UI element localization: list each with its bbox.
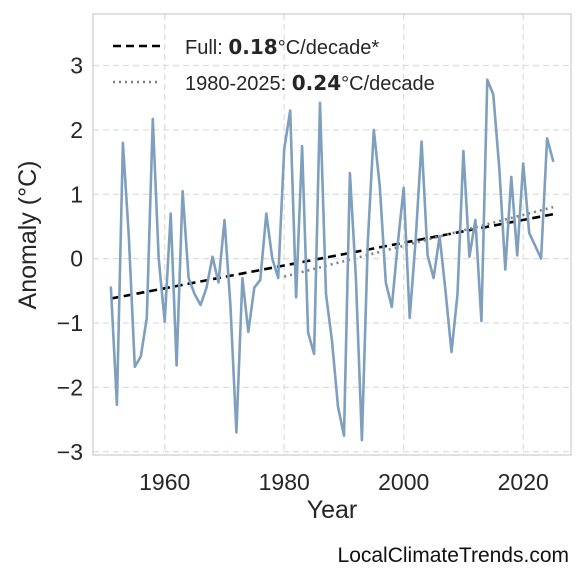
legend-full-unit: °C/decade* bbox=[278, 37, 380, 59]
grid bbox=[93, 14, 571, 455]
legend-recent-prefix: 1980-2025: bbox=[185, 73, 292, 95]
x-tick-label: 2020 bbox=[498, 469, 549, 495]
trend-line-full bbox=[110, 212, 554, 300]
legend-recent-unit: °C/decade bbox=[341, 73, 435, 95]
legend-full-rate: 0.18 bbox=[228, 35, 277, 59]
legend-entry-full-trend: Full: 0.18°C/decade* bbox=[185, 35, 379, 59]
source-credit: LocalClimateTrends.com bbox=[337, 544, 569, 567]
x-axis-label: Year bbox=[307, 496, 358, 524]
y-tick-label: 2 bbox=[70, 117, 83, 143]
y-tick-label: 0 bbox=[70, 246, 83, 272]
legend-full-prefix: Full: bbox=[185, 37, 228, 59]
y-tick-label: −1 bbox=[57, 310, 83, 336]
legend: Full: 0.18°C/decade* 1980-2025: 0.24°C/d… bbox=[113, 35, 435, 95]
trend-lines bbox=[110, 205, 554, 300]
y-tick-label: 1 bbox=[70, 181, 83, 207]
plot-frame bbox=[92, 13, 572, 456]
anomaly-series-line bbox=[109, 78, 555, 442]
y-tick-labels: −3 −2 −1 0 1 2 3 bbox=[57, 53, 83, 465]
y-axis-label: Anomaly (°C) bbox=[14, 161, 42, 310]
legend-entry-recent-trend: 1980-2025: 0.24°C/decade bbox=[185, 71, 435, 95]
y-tick-label: −3 bbox=[57, 439, 83, 465]
x-tick-label: 2000 bbox=[378, 469, 429, 495]
trend-line-recent bbox=[283, 205, 554, 278]
legend-recent-rate: 0.24 bbox=[292, 71, 341, 95]
x-tick-labels: 1960 1980 2000 2020 bbox=[139, 469, 549, 495]
x-tick-label: 1980 bbox=[259, 469, 310, 495]
y-tick-label: 3 bbox=[70, 53, 83, 79]
x-tick-label: 1960 bbox=[139, 469, 190, 495]
y-tick-label: −2 bbox=[57, 374, 83, 400]
